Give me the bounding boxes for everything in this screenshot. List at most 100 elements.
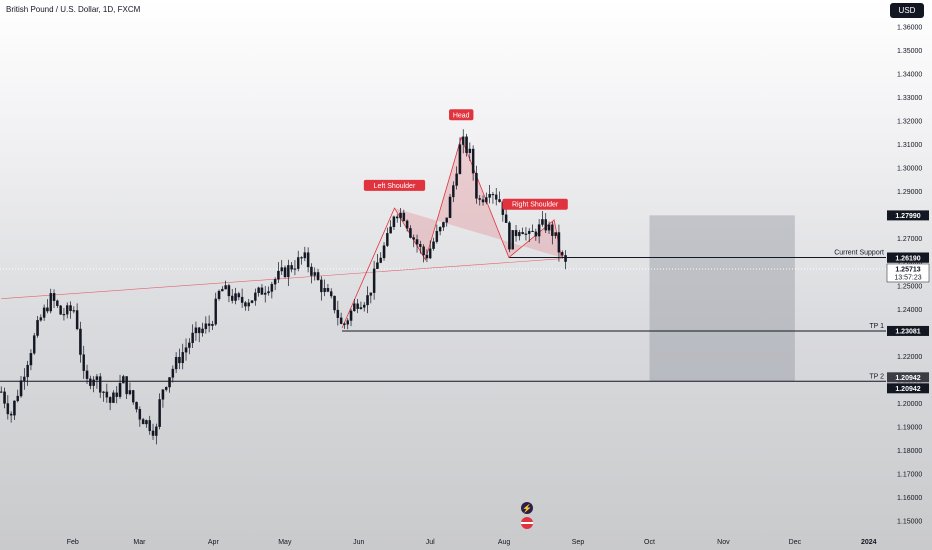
candle-up[interactable]: [181, 352, 184, 364]
candle-up[interactable]: [221, 288, 224, 292]
candle-down[interactable]: [141, 419, 145, 425]
candle-up[interactable]: [214, 298, 217, 325]
candle-up[interactable]: [204, 323, 208, 330]
candle-down[interactable]: [244, 302, 247, 307]
candle-down[interactable]: [85, 370, 89, 379]
candle-down[interactable]: [131, 390, 135, 403]
candle-up[interactable]: [323, 288, 326, 293]
price-badge[interactable]: [887, 372, 929, 383]
candle-down[interactable]: [326, 288, 330, 292]
candle-down[interactable]: [478, 198, 481, 200]
candle-up[interactable]: [485, 197, 488, 203]
candle-up[interactable]: [372, 268, 376, 293]
candle-down[interactable]: [197, 327, 201, 334]
candle-down[interactable]: [531, 230, 534, 233]
price-badge[interactable]: [887, 252, 929, 263]
candle-down[interactable]: [320, 279, 323, 293]
candle-down[interactable]: [46, 307, 49, 312]
candle-up[interactable]: [353, 303, 356, 312]
candle-down[interactable]: [504, 214, 508, 223]
candle-down[interactable]: [125, 376, 128, 395]
candle-up[interactable]: [445, 217, 448, 223]
head-and-shoulders-path[interactable]: [341, 136, 562, 329]
candle-down[interactable]: [494, 194, 498, 200]
candle-up[interactable]: [448, 196, 452, 218]
candle-down[interactable]: [9, 413, 13, 416]
candle-up[interactable]: [527, 230, 531, 234]
candle-up[interactable]: [379, 257, 382, 263]
candle-up[interactable]: [184, 347, 188, 353]
candle-down[interactable]: [135, 401, 138, 410]
candle-up[interactable]: [273, 279, 277, 285]
candle-up[interactable]: [26, 364, 29, 378]
candle-up[interactable]: [293, 268, 297, 270]
target-zone-box[interactable]: [649, 215, 795, 382]
candle-down[interactable]: [237, 293, 241, 298]
candle-down[interactable]: [412, 237, 415, 240]
candle-down[interactable]: [422, 246, 425, 256]
candle-down[interactable]: [339, 317, 343, 324]
candle-down[interactable]: [69, 305, 72, 312]
candle-up[interactable]: [72, 310, 76, 312]
candle-up[interactable]: [49, 293, 52, 312]
candle-down[interactable]: [283, 267, 287, 278]
candle-up[interactable]: [280, 267, 283, 272]
candle-down[interactable]: [230, 295, 234, 301]
price-badge[interactable]: [887, 325, 929, 336]
flash-icon[interactable]: [521, 502, 533, 514]
candle-down[interactable]: [425, 254, 429, 259]
candle-up[interactable]: [366, 295, 369, 306]
candle-down[interactable]: [329, 291, 333, 297]
candle-up[interactable]: [201, 328, 204, 334]
candle-up[interactable]: [537, 224, 541, 237]
candle-up[interactable]: [95, 376, 99, 380]
candle-down[interactable]: [0, 391, 3, 393]
candle-up[interactable]: [191, 332, 194, 344]
candle-down[interactable]: [310, 266, 313, 276]
price-badge[interactable]: [887, 383, 929, 394]
candle-down[interactable]: [178, 356, 181, 364]
candle-down[interactable]: [481, 199, 485, 203]
candle-down[interactable]: [56, 300, 59, 306]
candle-up[interactable]: [188, 342, 191, 348]
candle-down[interactable]: [534, 231, 538, 237]
candle-up[interactable]: [488, 194, 491, 198]
candle-up[interactable]: [277, 270, 280, 280]
candle-up[interactable]: [118, 382, 122, 397]
candle-up[interactable]: [541, 219, 544, 225]
candle-up[interactable]: [547, 224, 551, 231]
candle-up[interactable]: [145, 420, 148, 425]
candle-down[interactable]: [6, 403, 10, 415]
candle-down[interactable]: [508, 222, 511, 250]
candle-down[interactable]: [415, 239, 419, 245]
candle-up[interactable]: [389, 226, 392, 234]
candle-down[interactable]: [333, 295, 336, 311]
candle-down[interactable]: [409, 228, 412, 238]
candle-up[interactable]: [399, 212, 402, 219]
candle-down[interactable]: [356, 303, 359, 309]
candle-up[interactable]: [458, 144, 462, 174]
candle-down[interactable]: [557, 232, 561, 253]
pattern-label[interactable]: Right Shoulder: [512, 202, 559, 209]
candle-down[interactable]: [115, 392, 118, 397]
candle-down[interactable]: [316, 272, 320, 281]
candle-down[interactable]: [207, 323, 211, 326]
candle-up[interactable]: [164, 386, 168, 390]
candle-up[interactable]: [254, 292, 257, 301]
candle-down[interactable]: [79, 328, 82, 355]
pattern-label[interactable]: Left Shoulder: [374, 183, 416, 190]
candle-up[interactable]: [13, 400, 16, 416]
candle-down[interactable]: [240, 296, 244, 303]
candle-up[interactable]: [65, 305, 69, 315]
candle-down[interactable]: [290, 265, 293, 270]
candle-up[interactable]: [267, 291, 270, 294]
candle-down[interactable]: [108, 397, 112, 403]
candle-down[interactable]: [336, 309, 340, 318]
candle-down[interactable]: [89, 378, 92, 386]
price-badge[interactable]: [887, 210, 929, 221]
candle-up[interactable]: [432, 241, 435, 249]
trend-line[interactable]: [1, 258, 562, 300]
candle-up[interactable]: [257, 287, 260, 294]
candle-up[interactable]: [39, 317, 43, 321]
candle-down[interactable]: [151, 430, 155, 436]
